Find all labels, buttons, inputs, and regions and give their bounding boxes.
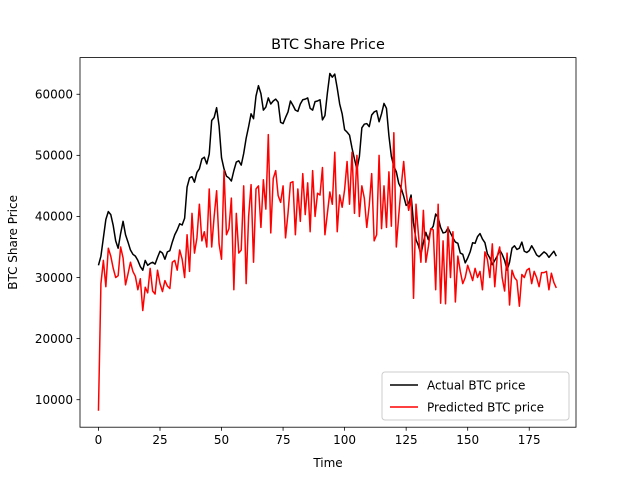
y-tick-label: 10000	[35, 393, 73, 407]
legend-box	[381, 371, 570, 421]
x-tick-label: 0	[95, 433, 103, 447]
x-axis-ticks: 0 25 50 75 100 125 150 175	[95, 427, 541, 447]
y-axis-title: BTC Share Price	[6, 195, 20, 290]
chart-title: BTC Share Price	[271, 37, 385, 53]
y-tick-label: 20000	[35, 332, 73, 346]
legend-label-predicted: Predicted BTC price	[427, 401, 544, 415]
series-layer	[97, 72, 557, 411]
legend-label-actual: Actual BTC price	[427, 379, 525, 393]
plot-area	[80, 57, 576, 428]
y-tick-label: 40000	[35, 210, 73, 224]
axes-frame	[79, 57, 577, 428]
legend: Actual BTC price Predicted BTC price	[381, 371, 570, 421]
x-tick-label: 75	[275, 433, 290, 447]
series-line-actual	[97, 72, 557, 271]
x-tick-label: 100	[333, 433, 356, 447]
y-axis-ticks: 10000 20000 30000 40000 50000 60000	[35, 88, 80, 407]
y-tick-label: 50000	[35, 149, 73, 163]
x-tick-label: 175	[518, 433, 541, 447]
x-tick-label: 25	[152, 433, 167, 447]
x-axis-title: Time	[312, 456, 342, 470]
series-line-predicted	[97, 131, 557, 411]
x-tick-label: 125	[395, 433, 418, 447]
x-tick-label: 50	[214, 433, 229, 447]
x-tick-label: 150	[456, 433, 479, 447]
y-tick-label: 30000	[35, 271, 73, 285]
y-tick-label: 60000	[35, 88, 73, 102]
